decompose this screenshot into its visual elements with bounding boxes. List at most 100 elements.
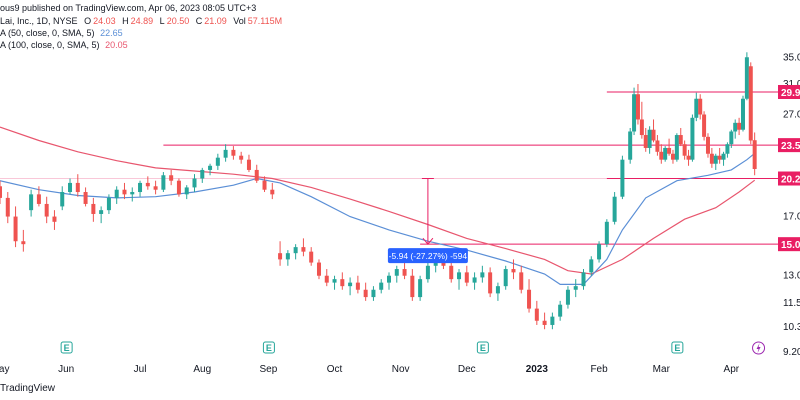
candle [612, 192, 617, 225]
ma100-value: 20.05 [105, 40, 128, 50]
candle [527, 279, 532, 313]
candle-body [60, 192, 65, 207]
price-level-tag [778, 138, 800, 153]
candle-body [254, 169, 259, 181]
candle-body [527, 289, 532, 309]
candle-body [293, 247, 298, 254]
candle [558, 300, 563, 321]
candle-body [75, 182, 80, 193]
candle-body [643, 135, 648, 148]
candle [215, 153, 220, 170]
x-tick-label: Nov [392, 364, 410, 375]
candle-body [44, 203, 49, 217]
candle [635, 84, 640, 125]
candle-body [36, 194, 41, 204]
candles [0, 52, 757, 330]
candle [457, 269, 462, 290]
candle-body [748, 66, 753, 141]
volume-value: 57.115M [247, 16, 283, 26]
candle [597, 241, 602, 263]
candle-body [301, 247, 306, 252]
candle [542, 312, 547, 330]
y-tick-label: 35.0 [783, 52, 800, 63]
candle-body [425, 265, 430, 280]
candle-body [667, 147, 672, 154]
candle-body [239, 155, 244, 160]
candle [511, 259, 516, 280]
candle-body [488, 272, 493, 294]
candle-body [702, 114, 707, 137]
candle-body [114, 189, 119, 198]
candle [122, 182, 127, 200]
candle-body [130, 192, 135, 195]
candle [472, 272, 477, 290]
candle-body [324, 275, 329, 283]
x-tick-label: Jun [58, 364, 74, 375]
candle [153, 180, 158, 195]
candle-body [29, 194, 34, 211]
candle-body [655, 140, 660, 152]
candle-body [647, 129, 652, 148]
candle-body [0, 186, 2, 198]
ma50-legend[interactable]: A (50, close, 0, SMA, 5) 22.65 [0, 28, 123, 38]
candle [480, 265, 485, 283]
symbol-line: Lai, Inc., 1D, NYSE O 24.03 H 24.89 L 20.50… [0, 16, 282, 26]
candle [387, 272, 391, 290]
candle [647, 126, 652, 154]
candle-body [717, 155, 722, 160]
candle-body [402, 269, 407, 276]
candle-body [316, 262, 321, 276]
candle [632, 87, 637, 136]
price-axis: 35.0 31.0 27.0 17.0 13.0 11.5 10.3 9.20 29.9 23.5… [778, 52, 800, 358]
candle [488, 267, 493, 298]
candle [620, 155, 625, 200]
candle-body [192, 178, 197, 188]
candle-body [379, 282, 384, 290]
x-tick-label: 2023 [526, 364, 549, 375]
tradingview-brand[interactable]: TradingView [0, 383, 55, 394]
candle [176, 178, 181, 197]
price-level-tag [778, 237, 800, 252]
price-level-label: 23.5 [781, 141, 800, 152]
candle [550, 312, 555, 330]
candle [519, 265, 524, 294]
candle-body [670, 153, 675, 160]
candle [13, 206, 18, 248]
publisher-line: ous9 published on TradingView.com, Apr 0… [0, 3, 256, 13]
candle-body [99, 210, 104, 214]
x-tick-label: Mar [653, 364, 671, 375]
price-level-tag [778, 171, 800, 186]
candle-body [122, 189, 127, 195]
moving-averages [0, 126, 756, 285]
candle [262, 176, 267, 193]
candle-body [604, 221, 609, 245]
candle [83, 187, 88, 207]
candle-body [410, 275, 415, 298]
candle-body [678, 135, 683, 145]
candle [682, 140, 687, 160]
candle-body [542, 320, 547, 325]
candle-body [589, 259, 594, 273]
candle [721, 151, 726, 166]
earnings-marker [671, 341, 684, 354]
candle [694, 92, 699, 122]
candle-body [534, 308, 539, 321]
candle [106, 194, 111, 214]
candle [464, 265, 469, 287]
horizontal-levels [0, 91, 778, 245]
candle [752, 132, 757, 176]
x-tick-label: Apr [724, 364, 740, 375]
open-value: 24.03 [93, 16, 116, 26]
candle-body [752, 140, 757, 169]
candle [581, 269, 586, 290]
candle-body [215, 157, 220, 166]
ma100-legend[interactable]: A (100, close, 0, SMA, 5) 20.05 [0, 40, 128, 50]
candle [379, 279, 384, 294]
candle-body [13, 216, 18, 242]
earnings-marker [60, 341, 73, 354]
x-tick-label: Feb [590, 364, 608, 375]
x-tick-label: Dec [458, 364, 476, 375]
candle-body [145, 182, 150, 187]
candle [309, 247, 314, 266]
